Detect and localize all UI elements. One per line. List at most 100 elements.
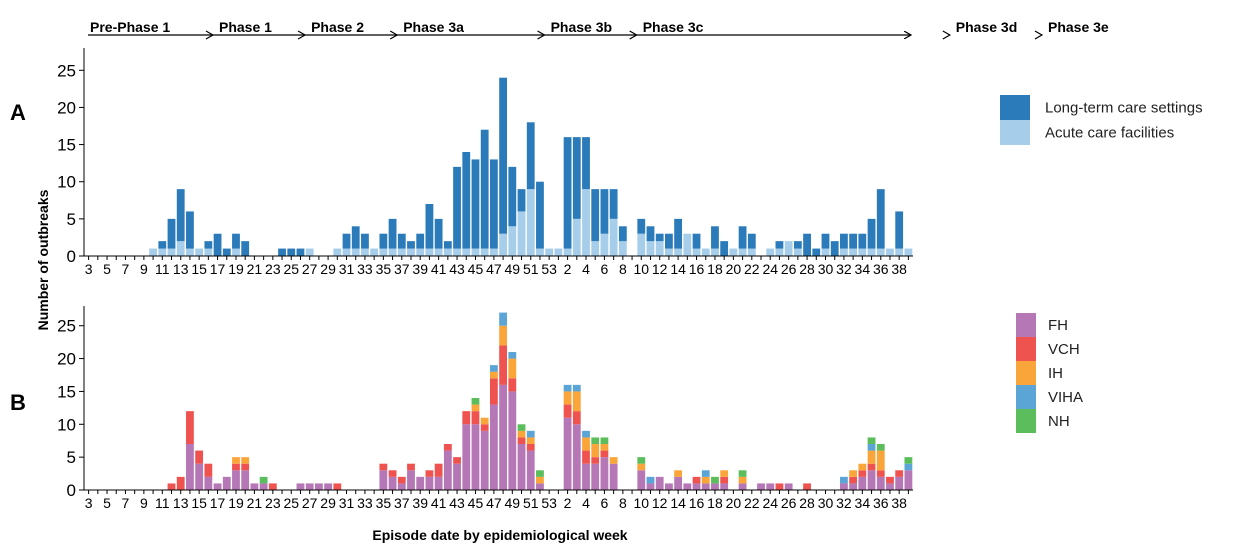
bar-panel-b-ih-54	[582, 437, 590, 451]
x-tick-label: 15	[191, 495, 207, 511]
x-tick-label: 16	[689, 495, 705, 511]
bar-panel-a-long-term-care-settings-40	[453, 166, 461, 249]
bar-panel-b-vch-20	[268, 483, 277, 490]
bar-panel-a-long-term-care-settings-64	[674, 218, 683, 249]
legend-swatch	[1016, 313, 1036, 337]
bar-panel-a-acute-care-facilities-66	[692, 248, 701, 256]
legend-swatch	[1000, 95, 1030, 120]
panel-label-a: A	[10, 100, 26, 125]
bar-panel-b-fh-32	[379, 470, 388, 490]
phase-arrowhead	[389, 30, 399, 40]
bar-panel-b-ih-69	[720, 470, 729, 477]
x-tick-label: 38	[891, 495, 907, 511]
bar-panel-a-long-term-care-settings-36	[416, 233, 425, 249]
y-axis-label: Number of outbreaks	[35, 189, 51, 330]
bar-panel-a-acute-care-facilities-41	[462, 248, 471, 256]
bar-panel-a-acute-care-facilities-9	[167, 248, 176, 256]
x-tick-label: 27	[302, 261, 318, 277]
bar-panel-a-long-term-care-settings-57	[609, 189, 618, 219]
bar-panel-a-acute-care-facilities-64	[674, 248, 683, 256]
phase-label: Phase 3d	[956, 19, 1017, 35]
bar-panel-a-acute-care-facilities-71	[738, 248, 747, 256]
legend-swatch	[1000, 120, 1030, 145]
x-tick-label: 11	[155, 495, 170, 511]
bar-panel-a-long-term-care-settings-77	[793, 241, 802, 249]
bar-panel-b-nh-86	[876, 444, 885, 451]
bar-panel-a-long-term-care-settings-81	[830, 241, 839, 256]
bar-panel-a-acute-care-facilities-33	[388, 248, 397, 256]
bar-panel-a-acute-care-facilities-8	[158, 248, 167, 256]
bar-panel-b-fh-33	[388, 476, 397, 490]
x-tick-label: 38	[891, 261, 907, 277]
bar-panel-b-fh-53	[572, 424, 581, 490]
x-tick-label: 14	[670, 261, 686, 277]
x-tick-label: 17	[210, 495, 226, 511]
bar-panel-b-fh-60	[637, 470, 646, 490]
x-tick-label: 2	[564, 495, 572, 511]
x-tick-label: 9	[140, 261, 148, 277]
bar-panel-b-vch-11	[186, 411, 194, 444]
bar-panel-b-vch-54	[582, 450, 590, 464]
bar-panel-a-long-term-care-settings-39	[443, 241, 452, 249]
bar-panel-b-vch-75	[775, 483, 784, 490]
bar-panel-b-nh-49	[536, 470, 544, 477]
bar-panel-b-fh-54	[582, 463, 590, 490]
bar-panel-b-fh-63	[665, 483, 673, 490]
x-tick-label: 25	[283, 495, 299, 511]
bar-panel-a-long-term-care-settings-29	[351, 226, 360, 249]
bar-panel-a-acute-care-facilities-89	[904, 248, 913, 256]
bar-panel-a-acute-care-facilities-56	[600, 233, 609, 256]
bar-panel-b-fh-82	[840, 483, 848, 490]
bar-panel-b-ih-67	[701, 476, 710, 484]
bar-panel-b-ih-86	[876, 450, 885, 471]
bar-panel-b-fh-52	[563, 417, 572, 490]
y-tick-label: 0	[67, 247, 76, 266]
x-tick-label: 20	[726, 495, 742, 511]
bar-panel-a-acute-care-facilities-50	[545, 248, 554, 256]
x-tick-label: 35	[376, 261, 392, 277]
bar-panel-b-vch-88	[895, 470, 904, 477]
x-tick-label: 31	[339, 261, 355, 277]
bar-panel-a-acute-care-facilities-13	[204, 248, 213, 256]
bar-panel-b-vch-48	[526, 444, 535, 451]
bar-panel-b-fh-15	[222, 476, 231, 490]
x-tick-label: 37	[394, 261, 410, 277]
bar-panel-b-viha-61	[646, 476, 655, 484]
bar-panel-b-fh-56	[600, 457, 609, 490]
bar-panel-b-ih-71	[738, 476, 747, 484]
bar-panel-b-vch-10	[176, 476, 185, 490]
panel-a-y-axis: 0 5 10 15 20 25	[57, 48, 85, 266]
x-tick-label: 5	[103, 261, 111, 277]
x-tick-label: 5	[103, 495, 111, 511]
x-tick-label: 49	[505, 261, 521, 277]
x-axis-label: Episode date by epidemiological week	[372, 527, 627, 543]
bar-panel-b-fh-61	[646, 483, 655, 490]
bar-panel-b-viha-67	[701, 470, 710, 477]
bar-panel-b-vch-85	[867, 463, 876, 471]
bar-panel-b-vch-47	[517, 437, 526, 444]
bar-panel-a-long-term-care-settings-55	[591, 189, 600, 242]
bar-panel-a-long-term-care-settings-47	[517, 189, 526, 212]
bar-panel-b-fh-36	[416, 476, 425, 490]
bar-panel-a-acute-care-facilities-57	[609, 218, 618, 256]
bar-panel-b-fh-46	[508, 391, 517, 490]
bar-panel-a-long-term-care-settings-53	[572, 137, 581, 219]
bar-panel-b-fh-62	[655, 476, 664, 490]
bar-panel-b-fh-14	[213, 483, 222, 490]
bar-panel-b-fh-66	[692, 483, 701, 490]
x-tick-label: 29	[320, 495, 336, 511]
bar-panel-b-fh-26	[324, 483, 332, 490]
bar-panel-b-fh-45	[499, 384, 508, 490]
bar-panel-b-viha-54	[582, 430, 590, 438]
bar-panel-a-long-term-care-settings-13	[204, 241, 213, 249]
bar-panel-a-long-term-care-settings-83	[849, 233, 858, 249]
bar-panel-a-acute-care-facilities-39	[443, 248, 452, 256]
bar-panel-a-acute-care-facilities-12	[195, 248, 204, 256]
x-tick-label: 14	[670, 495, 686, 511]
bar-panel-b-viha-85	[867, 444, 876, 451]
x-tick-label: 22	[744, 261, 760, 277]
x-tick-label: 21	[247, 261, 263, 277]
bar-panel-b-ih-43	[480, 417, 489, 425]
x-tick-label: 26	[781, 495, 797, 511]
